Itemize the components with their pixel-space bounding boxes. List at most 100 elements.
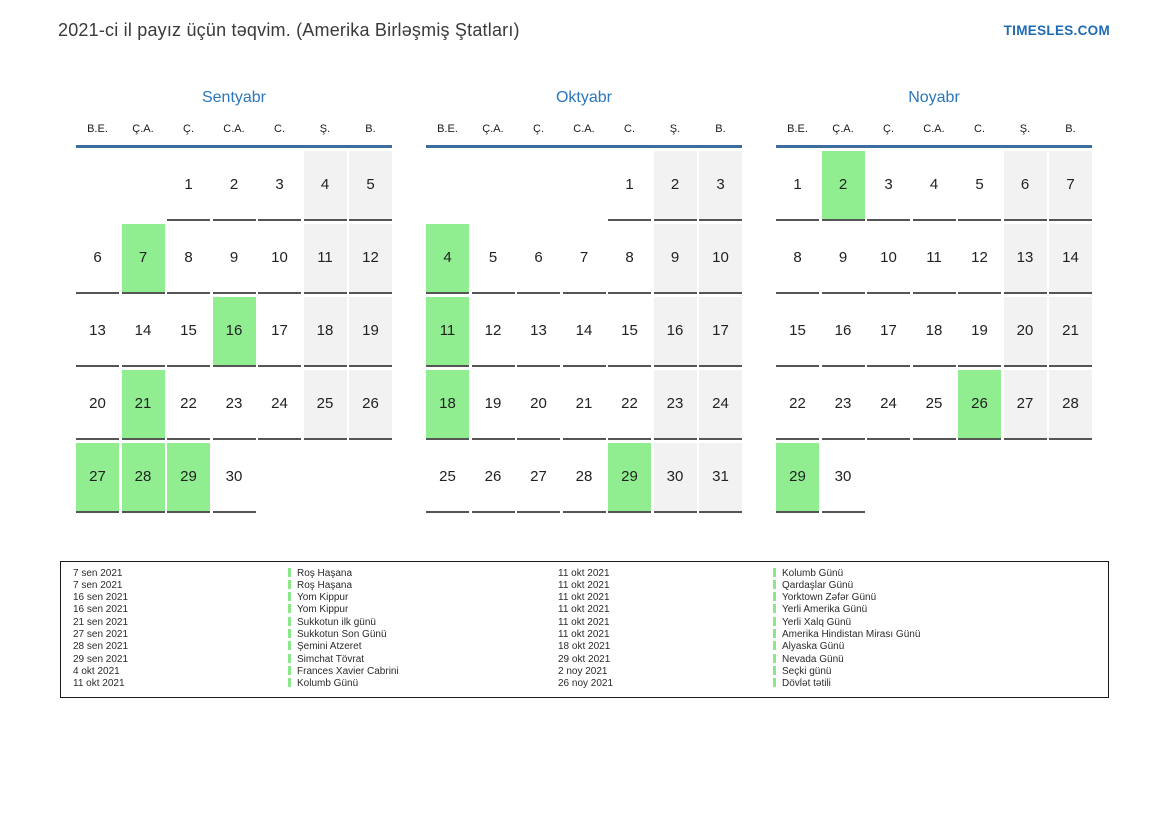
day-cell: 1 bbox=[167, 151, 210, 221]
holiday-name: Kolumb Günü bbox=[773, 567, 1108, 580]
weekday-label: C. bbox=[274, 123, 285, 135]
empty-cell bbox=[76, 151, 119, 219]
holiday-date: 16 sen 2021 bbox=[73, 604, 129, 616]
weekday-label: Ç.A. bbox=[832, 123, 854, 135]
day-cell: 29 bbox=[167, 442, 210, 513]
day-cell: 19 bbox=[958, 297, 1001, 367]
day-cell: 2 bbox=[821, 150, 865, 221]
day-cell: 23 bbox=[821, 370, 865, 440]
weekday-label: C.A. bbox=[573, 123, 595, 135]
weekday-label: B.E. bbox=[87, 123, 108, 135]
day-cell: 11 bbox=[303, 223, 347, 294]
day-cell: 10 bbox=[867, 224, 910, 294]
day-cell: 3 bbox=[867, 151, 910, 221]
holiday-name: Kolumb Günü bbox=[288, 678, 558, 690]
holiday-date: 21 sen 2021 bbox=[73, 616, 129, 628]
holiday-marker-icon bbox=[288, 616, 291, 626]
holiday-name: Nevada Günü bbox=[773, 653, 1108, 666]
empty-cell bbox=[563, 151, 606, 219]
holiday-marker-icon bbox=[288, 604, 291, 614]
day-cell: 25 bbox=[912, 370, 956, 440]
holiday-marker-icon bbox=[288, 641, 291, 651]
holiday-name: Frances Xavier Cabrini bbox=[288, 665, 558, 678]
holiday-date: 29 sen 2021 bbox=[73, 653, 129, 665]
weekday-label: Ç.A. bbox=[482, 123, 504, 135]
holiday-marker-icon bbox=[773, 604, 776, 614]
day-grid: 1 2 3 4 5 6 7 8 9 10 11 12 13 14 15 16 17 18 19 20 21 22 23 24 2… bbox=[776, 150, 1092, 513]
empty-cell bbox=[517, 151, 560, 219]
day-cell: 22 bbox=[167, 370, 210, 440]
holiday-name: Şemini Atzeret bbox=[288, 641, 558, 653]
day-cell: 1 bbox=[608, 151, 651, 221]
holiday-name: Roş Haşana bbox=[288, 567, 558, 580]
day-cell: 27 bbox=[1003, 369, 1047, 440]
month-title: Noyabr bbox=[908, 89, 960, 106]
day-cell: 29 bbox=[608, 442, 651, 513]
month-title: Oktyabr bbox=[555, 89, 612, 106]
day-cell: 15 bbox=[608, 297, 651, 367]
day-cell: 30 bbox=[653, 442, 697, 513]
day-cell: 19 bbox=[349, 296, 392, 367]
empty-cell bbox=[1004, 443, 1047, 511]
holiday-marker-icon bbox=[773, 579, 776, 589]
brand-link[interactable]: TIMESLES.COM bbox=[1003, 23, 1110, 38]
page-header: 2021-ci il payız üçün təqvim. (Amerika B… bbox=[0, 0, 1169, 46]
holiday-marker-icon bbox=[288, 567, 291, 577]
day-cell: 15 bbox=[167, 297, 210, 367]
month-title: Sentyabr bbox=[201, 89, 267, 106]
day-cell: 29 bbox=[776, 442, 819, 513]
holiday-name: Yom Kippur bbox=[288, 604, 558, 616]
day-cell: 8 bbox=[776, 224, 819, 294]
day-cell: 9 bbox=[653, 223, 697, 294]
day-cell: 25 bbox=[303, 369, 347, 440]
holiday-date: 29 okt 2021 bbox=[558, 653, 611, 665]
weekday-header-row: B.E. Ç.A. Ç. C.A. C. Ş. B. bbox=[76, 123, 392, 145]
holiday-marker-icon bbox=[773, 678, 776, 688]
holiday-marker-icon bbox=[773, 665, 776, 675]
day-cell: 18 bbox=[303, 296, 347, 367]
day-cell: 5 bbox=[471, 224, 515, 294]
month-noyabr: Noyabr B.E. Ç.A. Ç. C.A. C. Ş. B. 1 2 3 4 5 6 7 8 9 10 11 1… bbox=[776, 89, 1092, 513]
empty-cell bbox=[349, 443, 392, 511]
day-cell: 24 bbox=[699, 369, 742, 440]
day-cell: 23 bbox=[653, 369, 697, 440]
day-cell: 14 bbox=[1049, 223, 1092, 294]
day-cell: 8 bbox=[167, 224, 210, 294]
calendar-section: Sentyabr B.E. Ç.A. Ç. C.A. C. Ş. B. 1 2 3 4 5 6 7 8 9 10 1… bbox=[76, 89, 1169, 513]
weekday-label: C.A. bbox=[223, 123, 245, 135]
day-cell: 21 bbox=[1049, 296, 1092, 367]
holiday-name: Roş Haşana bbox=[288, 579, 558, 592]
holiday-marker-icon bbox=[288, 628, 291, 638]
holiday-marker-icon bbox=[773, 653, 776, 663]
day-cell: 26 bbox=[471, 443, 515, 513]
holiday-name: Sukkotun ilk günü bbox=[288, 616, 558, 629]
day-cell: 16 bbox=[212, 296, 256, 367]
holiday-date: 4 okt 2021 bbox=[73, 665, 120, 677]
day-cell: 6 bbox=[76, 224, 119, 294]
day-grid: 1 2 3 4 5 6 7 8 9 10 11 12 13 14 15 16 17 18 19 20 21 22 23 24 2… bbox=[426, 150, 742, 513]
holiday-date: 11 okt 2021 bbox=[73, 678, 125, 690]
day-cell: 12 bbox=[958, 224, 1001, 294]
holiday-name: Seçki günü bbox=[773, 665, 1108, 678]
holiday-date: 27 sen 2021 bbox=[73, 628, 129, 640]
weekday-label: B. bbox=[715, 123, 726, 135]
day-cell: 21 bbox=[121, 369, 165, 440]
holiday-name: Yorktown Zəfər Günü bbox=[773, 592, 1108, 604]
header-rule bbox=[76, 145, 392, 148]
holiday-marker-icon bbox=[773, 592, 776, 602]
day-cell: 18 bbox=[426, 369, 469, 440]
day-cell: 3 bbox=[699, 150, 742, 221]
day-cell: 13 bbox=[76, 297, 119, 367]
day-cell: 5 bbox=[958, 151, 1001, 221]
empty-cell bbox=[958, 443, 1001, 511]
day-grid: 1 2 3 4 5 6 7 8 9 10 11 12 13 14 15 16 17 18 19 20 21 22 23 24 2… bbox=[76, 150, 392, 513]
holiday-marker-icon bbox=[288, 592, 291, 602]
day-cell: 27 bbox=[517, 443, 560, 513]
day-cell: 10 bbox=[258, 224, 301, 294]
holiday-date: 2 noy 2021 bbox=[558, 665, 608, 677]
weekday-label: Ç. bbox=[183, 123, 194, 135]
weekday-label: Ş. bbox=[319, 123, 331, 135]
empty-cell bbox=[122, 151, 165, 219]
day-cell: 9 bbox=[821, 224, 865, 294]
day-cell: 4 bbox=[426, 223, 469, 294]
